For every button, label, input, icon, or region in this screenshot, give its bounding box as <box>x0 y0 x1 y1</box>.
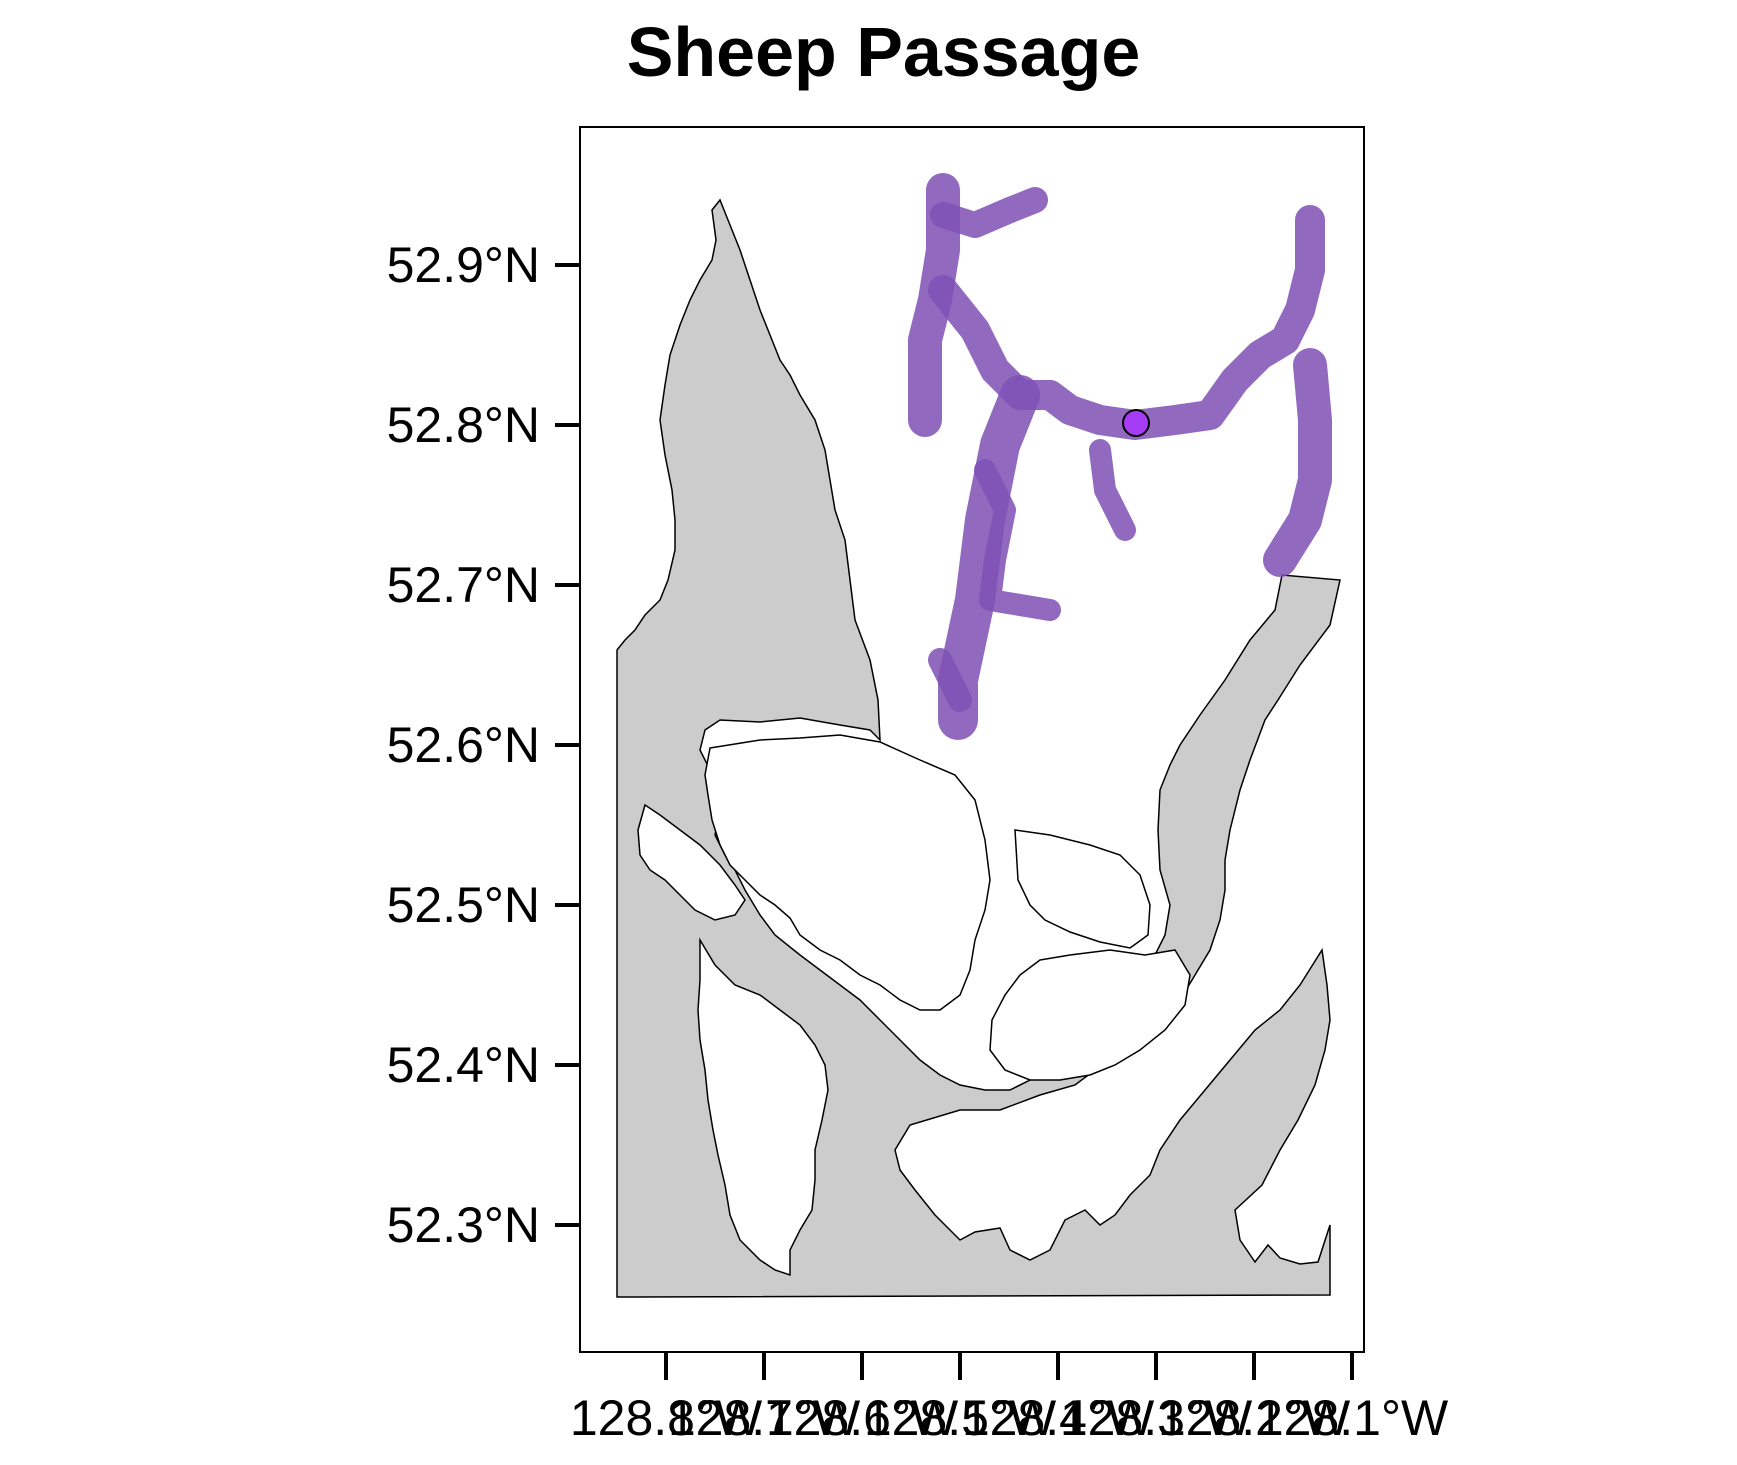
y-tick-label: 52.6°N <box>387 717 540 773</box>
y-tick-label: 52.5°N <box>387 877 540 933</box>
y-axis <box>555 263 580 1227</box>
island-southeast <box>989 949 1191 1081</box>
island-northwest <box>637 803 746 921</box>
island-central <box>704 734 991 1011</box>
y-tick-label: 52.7°N <box>387 557 540 613</box>
x-tick-label: 128.4°W <box>962 1390 1155 1446</box>
x-axis <box>664 1352 1354 1380</box>
y-tick-label: 52.9°N <box>387 237 540 293</box>
location-point <box>1122 409 1150 437</box>
x-tick-label: 128.3°W <box>1060 1390 1253 1446</box>
x-tick-label: 128.2°W <box>1158 1390 1351 1446</box>
y-tick-label: 52.4°N <box>387 1037 540 1093</box>
highlighted-channel <box>908 173 1332 740</box>
x-tick-labels: 128.8°W 128.7°W 128.6°W 128.5°W 128.4°W … <box>570 1390 1449 1446</box>
x-tick-label: 128.1°W <box>1256 1390 1449 1446</box>
island-east-central <box>1014 829 1151 949</box>
map-title: Sheep Passage <box>626 13 1141 91</box>
y-tick-label: 52.8°N <box>387 397 540 453</box>
x-tick-label: 128.6°W <box>766 1390 959 1446</box>
y-tick-labels: 52.9°N 52.8°N 52.7°N 52.6°N 52.5°N 52.4°… <box>387 237 540 1253</box>
island-west <box>697 937 829 1277</box>
x-tick-label: 128.7°W <box>668 1390 861 1446</box>
x-tick-label: 128.5°W <box>864 1390 1057 1446</box>
y-tick-label: 52.3°N <box>387 1197 540 1253</box>
x-tick-label: 128.8°W <box>570 1390 763 1446</box>
